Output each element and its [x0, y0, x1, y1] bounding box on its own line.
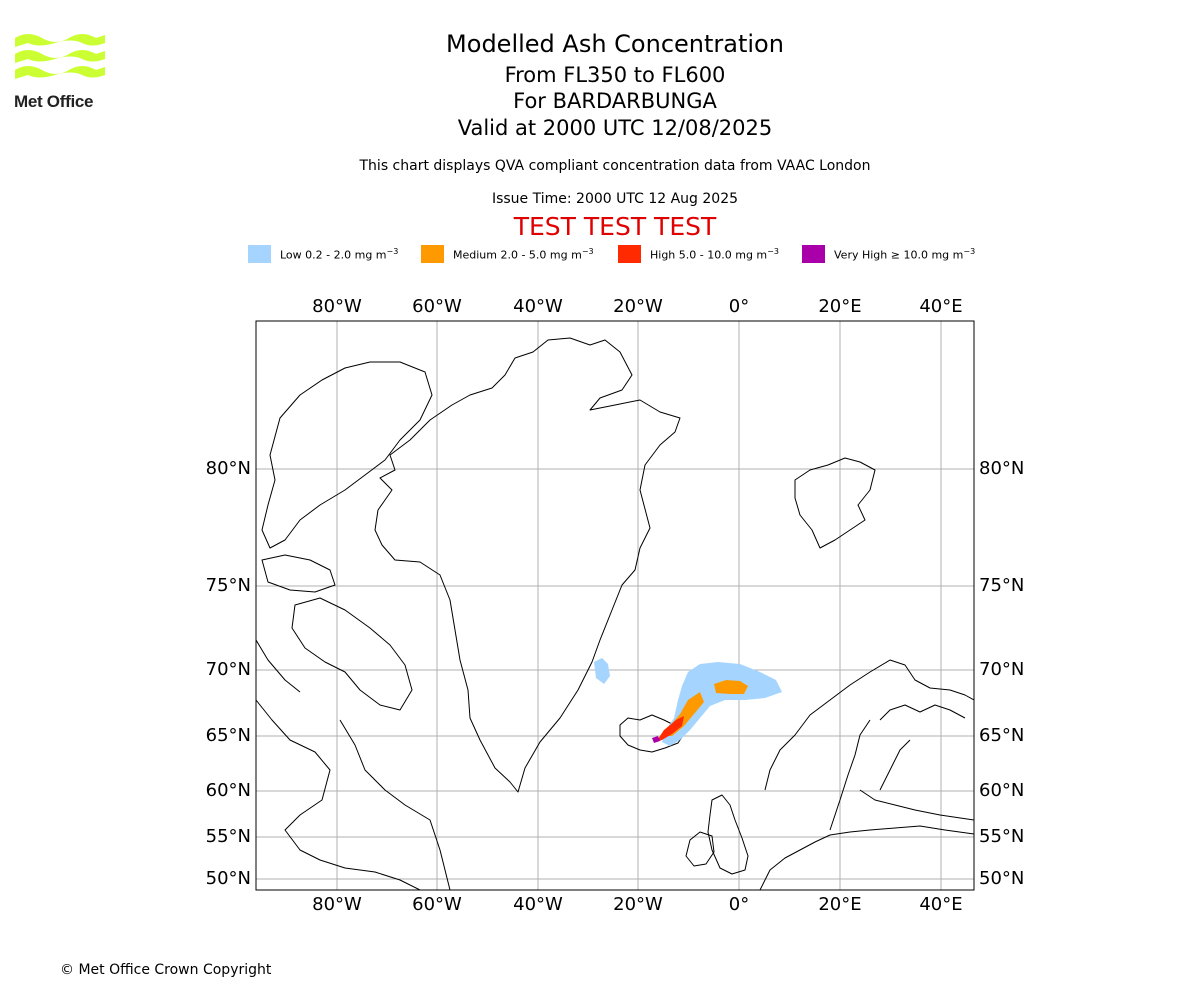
logo-text: Met Office — [14, 92, 94, 111]
svalbard-coast — [794, 457, 876, 549]
lat-label: 75°N — [206, 575, 251, 596]
lon-label: 0° — [729, 296, 749, 317]
lon-label: 20°W — [613, 296, 663, 317]
north-america-coast — [256, 639, 451, 890]
met-office-waves-icon — [15, 34, 105, 79]
legend-label-very-high: Very High ≥ 10.0 mg m−3 — [834, 246, 976, 262]
lat-label: 65°N — [979, 725, 1024, 746]
legend: Low 0.2 - 2.0 mg m−3 Medium 2.0 - 5.0 mg… — [0, 244, 1200, 264]
lon-labels-bottom: 80°W 60°W 40°W 20°W 0° 20°E 40°E — [312, 894, 962, 915]
legend-label-medium: Medium 2.0 - 5.0 mg m−3 — [453, 246, 594, 262]
chart-description: This chart displays QVA compliant concen… — [359, 158, 871, 174]
chart-title: Modelled Ash Concentration — [446, 30, 784, 58]
lat-label: 55°N — [979, 826, 1024, 847]
lat-label: 75°N — [979, 575, 1024, 596]
legend-item-high: High 5.0 - 10.0 mg m−3 — [618, 244, 779, 264]
ash-low-region — [662, 662, 782, 746]
baffin-island-coast — [291, 597, 413, 711]
met-office-logo: Met Office — [14, 30, 109, 112]
finland-coast — [859, 704, 974, 821]
ash-high-region — [656, 716, 684, 742]
map-border — [255, 320, 975, 891]
ash-plume — [594, 658, 782, 746]
lat-labels-right: 80°N 75°N 70°N 65°N 60°N 55°N 50°N — [979, 458, 1024, 889]
test-banner: TEST TEST TEST — [513, 212, 717, 241]
scandinavia-coast — [764, 659, 974, 831]
lat-label: 70°N — [979, 659, 1024, 680]
ireland-coast — [685, 831, 715, 867]
legend-item-very-high: Very High ≥ 10.0 mg m−3 — [802, 244, 975, 264]
lon-label: 40°W — [513, 296, 563, 317]
great-britain-coast — [707, 794, 749, 875]
legend-label-high: High 5.0 - 10.0 mg m−3 — [650, 246, 779, 262]
copyright-notice: © Met Office Crown Copyright — [60, 962, 272, 978]
lon-label: 40°W — [513, 894, 563, 915]
lon-label: 20°E — [818, 296, 861, 317]
lon-labels-top: 80°W 60°W 40°W 20°W 0° 20°E 40°E — [312, 296, 962, 317]
ash-medium-region — [664, 680, 748, 736]
coastlines — [256, 337, 974, 890]
map-frame — [256, 321, 974, 890]
lat-label: 60°N — [979, 780, 1024, 801]
lon-label: 40°E — [919, 894, 962, 915]
legend-swatch-high — [618, 245, 641, 263]
ash-very-high-region — [652, 736, 660, 743]
valid-time: Valid at 2000 UTC 12/08/2025 — [457, 116, 773, 140]
lat-label: 80°N — [206, 458, 251, 479]
issue-time: Issue Time: 2000 UTC 12 Aug 2025 — [491, 191, 739, 207]
volcano-name: For BARDARBUNGA — [513, 89, 717, 113]
lat-labels-left: 80°N 75°N 70°N 65°N 60°N 55°N 50°N — [206, 458, 251, 889]
devon-island-coast — [261, 554, 336, 593]
lon-label: 20°E — [818, 894, 861, 915]
legend-label-low: Low 0.2 - 2.0 mg m−3 — [280, 246, 399, 262]
legend-item-low: Low 0.2 - 2.0 mg m−3 — [248, 244, 398, 264]
lat-label: 65°N — [206, 725, 251, 746]
europe-coast — [759, 825, 974, 890]
ellesmere-coast — [261, 361, 433, 549]
lon-label: 20°W — [613, 894, 663, 915]
legend-swatch-very-high — [802, 245, 825, 263]
lat-label: 50°N — [206, 868, 251, 889]
ash-low-patch-east-greenland — [594, 658, 610, 684]
lat-label: 80°N — [979, 458, 1024, 479]
legend-item-medium: Medium 2.0 - 5.0 mg m−3 — [421, 244, 594, 264]
lon-label: 40°E — [919, 296, 962, 317]
legend-swatch-low — [248, 245, 271, 263]
graticule — [256, 321, 974, 890]
lon-label: 80°W — [312, 894, 362, 915]
lon-label: 60°W — [412, 296, 462, 317]
legend-swatch-medium — [421, 245, 444, 263]
lon-label: 0° — [729, 894, 749, 915]
lon-label: 80°W — [312, 296, 362, 317]
lat-label: 50°N — [979, 868, 1024, 889]
greenland-coast — [374, 337, 681, 793]
lat-label: 70°N — [206, 659, 251, 680]
lat-label: 60°N — [206, 780, 251, 801]
lat-label: 55°N — [206, 826, 251, 847]
lon-label: 60°W — [412, 894, 462, 915]
flight-levels: From FL350 to FL600 — [504, 63, 726, 87]
